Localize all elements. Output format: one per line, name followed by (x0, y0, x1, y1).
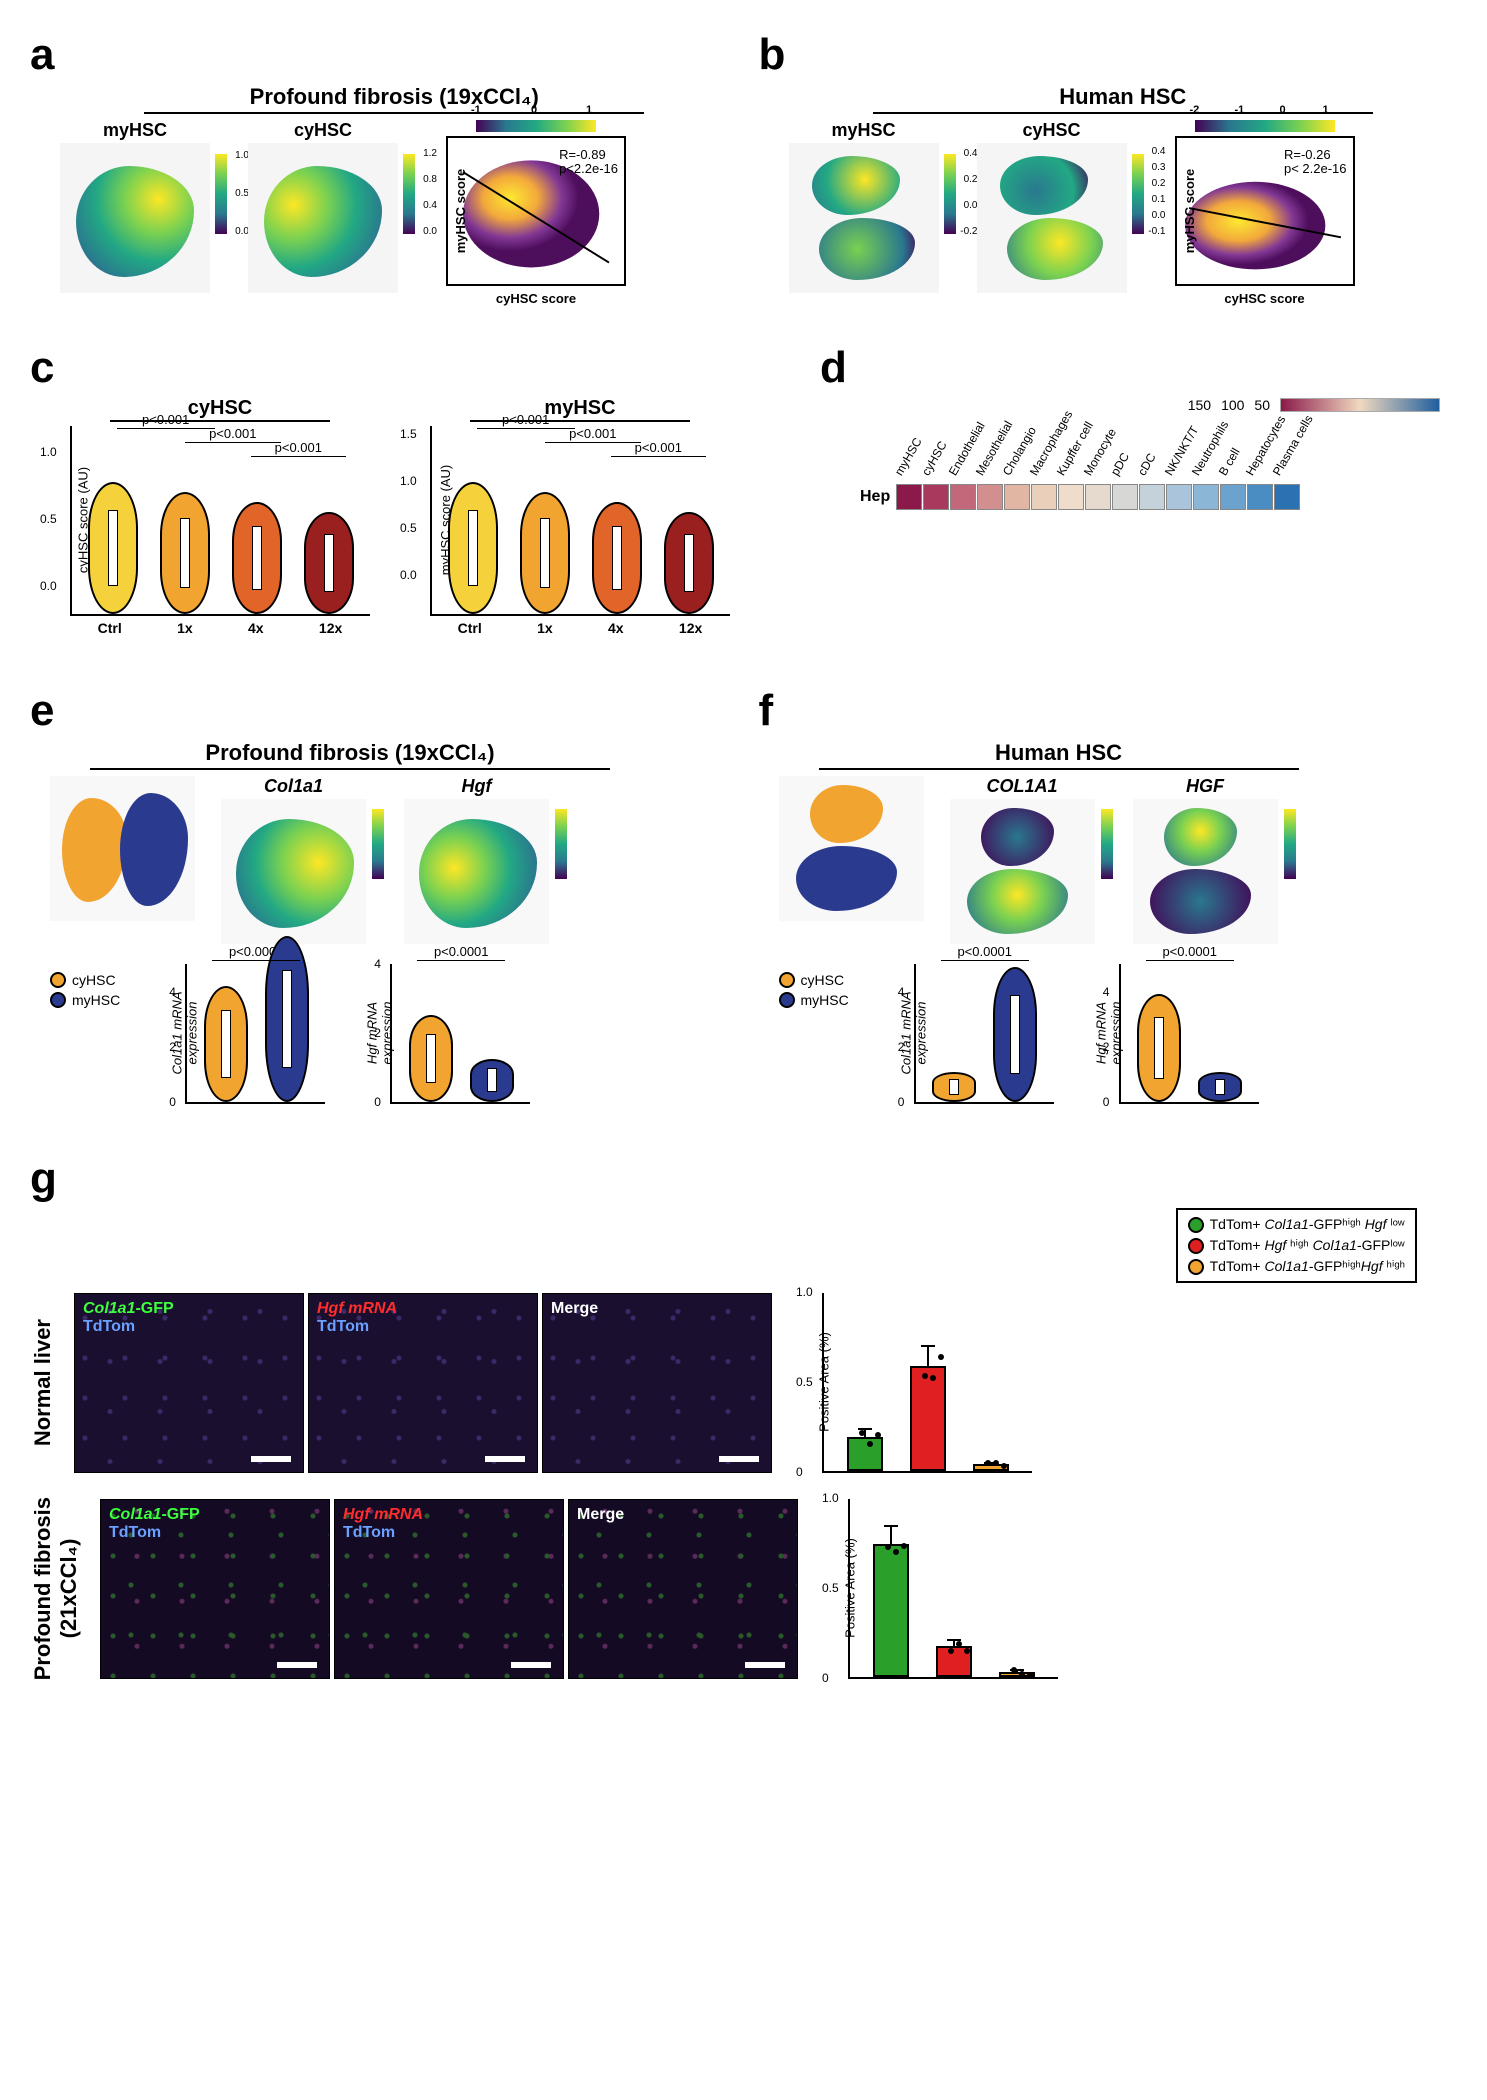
panel-b-umap2-title: cyHSC (1022, 120, 1080, 141)
figure: a Profound fibrosis (19xCCl₄) myHSC 1.0 … (30, 30, 1457, 1704)
panel-e-umap-hgf (404, 799, 549, 944)
panel-a-umap1: 1.0 0.5 0.0 (60, 143, 210, 293)
panel-e-violin-hgf: p<0.0001 Hgf mRNAexpression 024 (390, 964, 530, 1104)
panel-g: g TdTom+ Col1a1-GFPʰⁱᵍʰ Hgf ˡᵒʷTdTom+ Hg… (30, 1154, 1457, 1704)
panel-c: c cyHSC cyHSC score (AU) 0.00.51.0p<0.00… (30, 343, 790, 636)
panel-d-scale (1280, 398, 1440, 412)
panel-b-title: Human HSC (873, 84, 1373, 114)
panel-b-corr: R=-0.26 p< 2.2e-16 (1284, 148, 1347, 177)
panel-f-umap-col1a1 (950, 799, 1095, 944)
panel-f-legend: cyHSC myHSC (779, 972, 849, 1008)
panel-d-labels: myHSCcyHSCEndothelialMesothelialCholangi… (904, 468, 1440, 482)
panel-d: d 150 100 50 myHSCcyHSCEndothelialMesoth… (820, 343, 1440, 510)
panel-e-legend: cyHSC myHSC (50, 972, 120, 1008)
panel-f-violin-hgf: p<0.0001 Hgf mRNAexpression 024 (1119, 964, 1259, 1104)
panel-a-umap2-title: cyHSC (294, 120, 352, 141)
panel-a-corr: R=-0.89 p<2.2e-16 (559, 148, 618, 177)
panel-f: f Human HSC COL1A1 HGF (759, 686, 1458, 1104)
panel-c-left: cyHSC cyHSC score (AU) 0.00.51.0p<0.001p… (70, 397, 370, 636)
panel-f-umap-cluster (779, 776, 924, 921)
panel-b-umap1-title: myHSC (831, 120, 895, 141)
panel-d-heatmap (896, 484, 1300, 510)
panel-letter-c: c (30, 343, 790, 393)
panel-e-umap-col1a1 (221, 799, 366, 944)
panel-f-umap-hgf (1133, 799, 1278, 944)
panel-a: a Profound fibrosis (19xCCl₄) myHSC 1.0 … (30, 30, 729, 293)
panel-b-scatter: R=-0.26 p< 2.2e-16 myHSC score cyHSC sco… (1175, 136, 1355, 286)
panel-b: b Human HSC myHSC 0.4 0.2 0.0 -0.2 (759, 30, 1458, 293)
panel-letter-g: g (30, 1154, 1457, 1204)
panel-f-violin-col1a1: p<0.0001 Col1a1 mRNAexpression 024 (914, 964, 1054, 1104)
panel-a-umap1-title: myHSC (103, 120, 167, 141)
panel-a-title: Profound fibrosis (19xCCl₄) (144, 84, 644, 114)
panel-b-umap2: 0.4 0.3 0.2 0.1 0.0 -0.1 (977, 143, 1127, 293)
panel-letter-d: d (820, 343, 1440, 393)
panel-a-scatter: R=-0.89 p<2.2e-16 myHSC score cyHSC scor… (446, 136, 626, 286)
panel-letter-f: f (759, 686, 1458, 736)
panel-e-umap-cluster (50, 776, 195, 921)
panel-letter-a: a (30, 30, 729, 80)
panel-b-umap1: 0.4 0.2 0.0 -0.2 (789, 143, 939, 293)
panel-c-right: myHSC myHSC score (AU) 0.00.51.01.5p<0.0… (430, 397, 730, 636)
panel-e: e Profound fibrosis (19xCCl₄) Col1a1 Hgf (30, 686, 729, 1104)
panel-a-umap2: 1.2 0.8 0.4 0.0 (248, 143, 398, 293)
panel-g-legend: TdTom+ Col1a1-GFPʰⁱᵍʰ Hgf ˡᵒʷTdTom+ Hgf … (1176, 1208, 1417, 1283)
panel-letter-e: e (30, 686, 729, 736)
panel-letter-b: b (759, 30, 1458, 80)
panel-e-violin-col1a1: p<0.0001 Col1a1 mRNAexpression 024 (185, 964, 325, 1104)
